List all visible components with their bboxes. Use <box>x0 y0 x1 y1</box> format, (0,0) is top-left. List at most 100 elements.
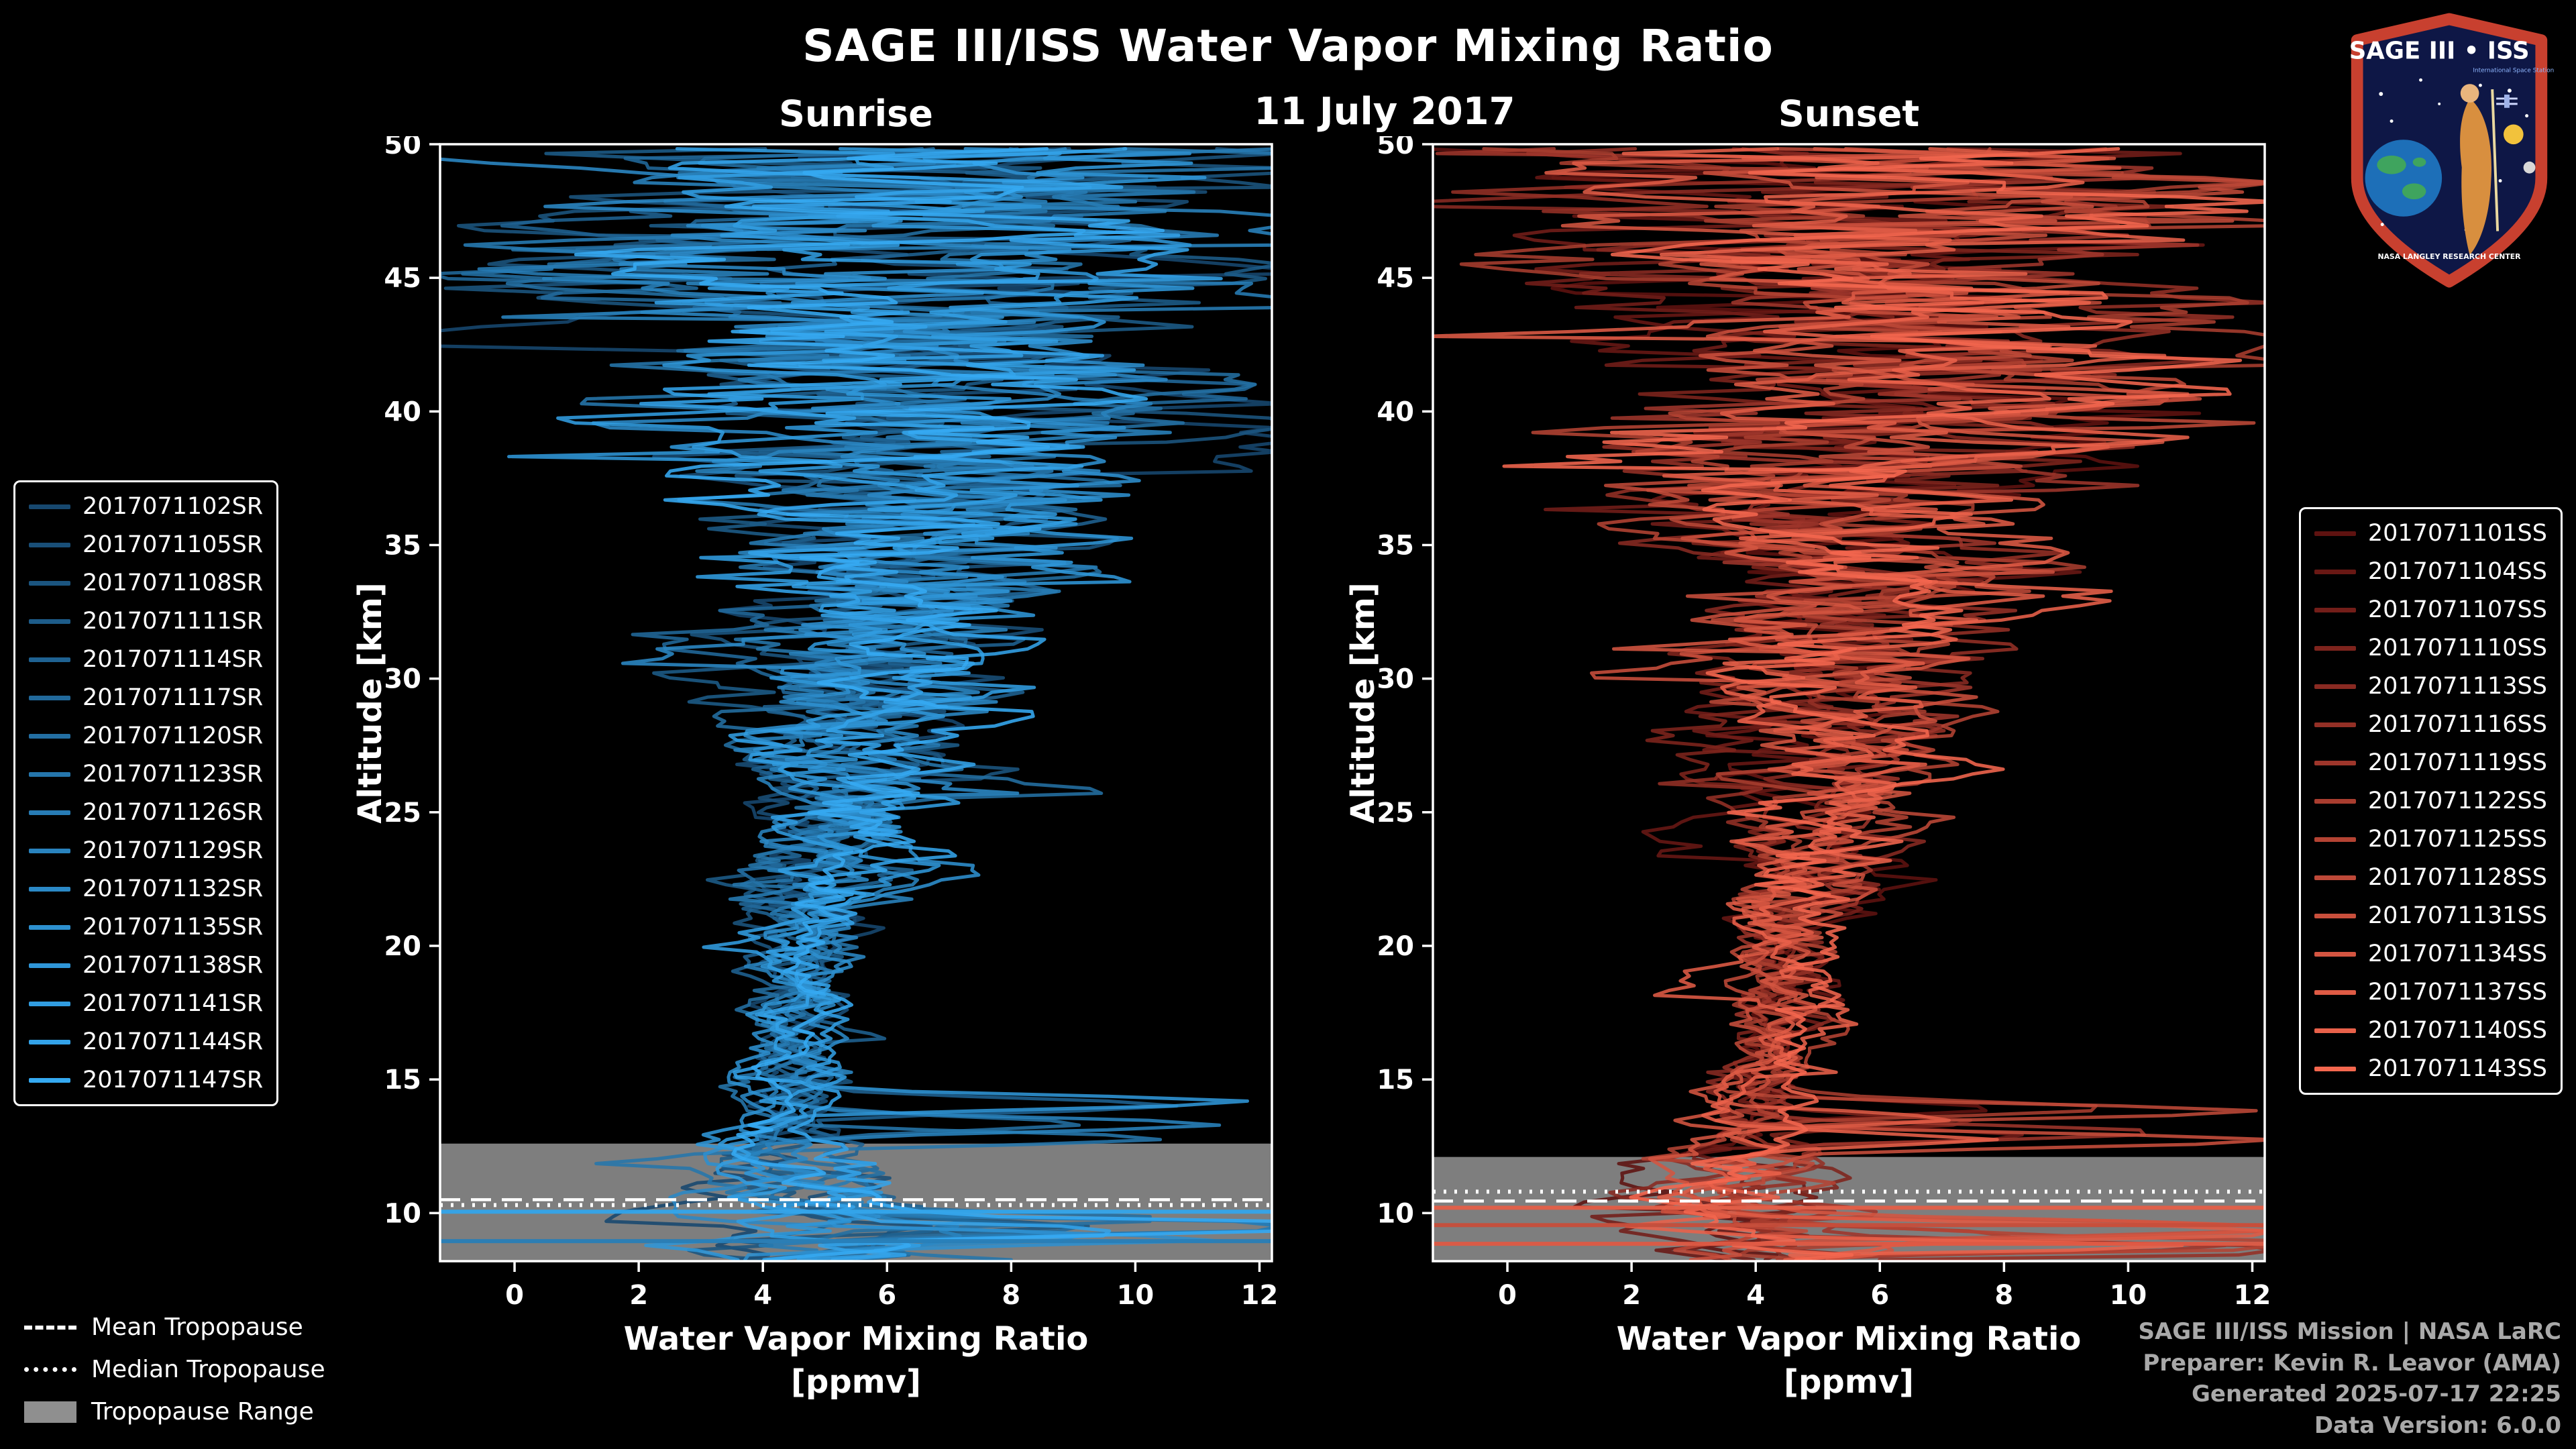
x-tick-label: 2 <box>1622 1280 1641 1311</box>
logo-figure <box>2460 84 2500 256</box>
legend-item: 2017071104SS <box>2314 558 2547 585</box>
legend-label: 2017071108SR <box>83 570 264 596</box>
legend-label: 2017071132SR <box>83 875 264 902</box>
y-tick-label: 45 <box>1377 263 1414 294</box>
legend-item: 2017071147SR <box>29 1067 263 1093</box>
legend-line-swatch <box>29 657 70 662</box>
legend-label: 2017071117SR <box>83 684 264 711</box>
plot-frame <box>1432 143 2266 1263</box>
legend-line-swatch <box>29 1001 70 1006</box>
x-tick-label: 8 <box>1002 1280 1020 1311</box>
profile-line <box>700 147 1215 1261</box>
legend-item: 2017071131SS <box>2314 902 2547 929</box>
legend-label: 2017071111SR <box>83 608 264 635</box>
sage-iii-iss-logo: SAGE III • ISS International Space Stati… <box>2349 13 2554 288</box>
legend-item: 2017071102SR <box>29 493 263 520</box>
legend-label: 2017071143SS <box>2367 1055 2547 1082</box>
legend-label: 2017071138SR <box>83 952 264 979</box>
x-tick-label: 6 <box>1870 1280 1889 1311</box>
legend-item: 2017071134SS <box>2314 941 2547 967</box>
median-tropopause-legend-item: Median Tropopause <box>24 1356 325 1383</box>
legend-line-swatch <box>29 810 70 815</box>
legend-line-swatch <box>29 580 70 586</box>
y-axis-label-sunrise: Altitude [km] <box>352 582 389 824</box>
y-tick-label: 50 <box>384 136 421 160</box>
y-tick-label: 25 <box>384 798 421 828</box>
legend-item: 2017071135SR <box>29 914 263 941</box>
legend-line-swatch <box>29 1077 70 1083</box>
credit-data-version: Data Version: 6.0.0 <box>2314 1411 2561 1439</box>
profile-line <box>574 147 1272 1261</box>
legend-item: 2017071140SS <box>2314 1017 2547 1044</box>
legend-line-swatch <box>2314 531 2356 536</box>
legend-line-swatch <box>29 848 70 853</box>
profile-line <box>1590 147 2265 1261</box>
y-tick-label: 25 <box>1377 798 1414 828</box>
legend-label: 2017071122SS <box>2367 788 2547 814</box>
y-tick-label: 35 <box>384 530 421 561</box>
y-tick-label: 35 <box>1377 530 1414 561</box>
logo-banner: NASA LANGLEY RESEARCH CENTER <box>2377 252 2521 261</box>
legend-line-swatch <box>29 542 70 547</box>
tropopause-legend: Mean Tropopause Median Tropopause Tropop… <box>24 1313 325 1426</box>
legend-line-swatch <box>2314 951 2356 957</box>
legend-label: 2017071104SS <box>2367 558 2547 585</box>
dashed-line-swatch <box>24 1325 76 1330</box>
legend-item: 2017071108SR <box>29 570 263 596</box>
y-tick-label: 45 <box>384 263 421 294</box>
sunrise-plot: 10 15 20 25 30 35 40 45 50 0 2 4 6 8 10 12 <box>384 136 1278 1311</box>
legend-item: 2017071128SS <box>2314 864 2547 891</box>
legend-label: 2017071116SS <box>2367 711 2547 738</box>
credit-mission: SAGE III/ISS Mission | NASA LaRC <box>2138 1318 2562 1345</box>
legend-label: 2017071134SS <box>2367 941 2547 967</box>
legend-line-swatch <box>2314 837 2356 842</box>
legend-label: 2017071128SS <box>2367 864 2547 891</box>
legend-label: 2017071114SR <box>83 646 264 673</box>
legend-line-swatch <box>29 619 70 624</box>
legend-label: 2017071126SR <box>83 799 264 826</box>
legend-item: 2017071144SR <box>29 1028 263 1055</box>
legend-item: 2017071125SS <box>2314 826 2547 853</box>
legend-label: 2017071129SR <box>83 837 264 864</box>
x-tick-label: 12 <box>2234 1280 2271 1311</box>
x-axis-units-sunset: [ppmv] <box>1784 1363 1914 1401</box>
legend-sunset: 2017071101SS 2017071104SS 2017071107SS 2017… <box>2298 507 2563 1095</box>
legend-item: 2017071110SS <box>2314 635 2547 661</box>
legend-label: 2017071105SR <box>83 531 264 558</box>
x-axis-label-sunrise: Water Vapor Mixing Ratio <box>623 1320 1089 1358</box>
legend-label: 2017071140SS <box>2367 1017 2547 1044</box>
credit-generated: Generated 2025-07-17 22:25 <box>2192 1381 2561 1407</box>
legend-line-swatch <box>2314 607 2356 612</box>
legend-item: 2017071119SS <box>2314 749 2547 776</box>
legend-label: 2017071120SR <box>83 722 264 749</box>
y-tick-label: 40 <box>1377 396 1414 427</box>
profile-line <box>1502 147 2265 1261</box>
legend-line-swatch <box>2314 569 2356 574</box>
legend-line-swatch <box>29 924 70 930</box>
dotted-line-swatch <box>24 1367 76 1372</box>
x-axis-units-sunrise: [ppmv] <box>791 1363 921 1401</box>
legend-label: 2017071110SS <box>2367 635 2547 661</box>
legend-label: 2017071131SS <box>2367 902 2547 929</box>
y-tick-label: 10 <box>384 1198 421 1229</box>
profile-line <box>1433 147 2265 1261</box>
legend-item: 2017071111SR <box>29 608 263 635</box>
legend-label: 2017071137SS <box>2367 979 2547 1006</box>
legend-line-swatch <box>2314 645 2356 651</box>
legend-sunrise: 2017071102SR 2017071105SR 2017071108SR 2017… <box>13 480 279 1106</box>
tropopause-range-label: Tropopause Range <box>91 1398 314 1426</box>
legend-label: 2017071107SS <box>2367 596 2547 623</box>
iss-glyph <box>2496 95 2518 108</box>
mean-tropopause-legend-item: Mean Tropopause <box>24 1313 325 1341</box>
x-tick-label: 2 <box>629 1280 648 1311</box>
logo-stars <box>2379 78 2529 231</box>
legend-line-swatch <box>2314 760 2356 765</box>
y-axis-label-sunset: Altitude [km] <box>1344 582 1382 824</box>
legend-line-swatch <box>2314 798 2356 804</box>
profile-line <box>1451 147 2265 1261</box>
legend-item: 2017071101SS <box>2314 520 2547 547</box>
sunset-plot: 10 15 20 25 30 35 40 45 50 0 2 4 6 8 10 12 <box>1377 136 2271 1311</box>
legend-line-swatch <box>29 963 70 968</box>
x-tick-label: 4 <box>1746 1280 1765 1311</box>
